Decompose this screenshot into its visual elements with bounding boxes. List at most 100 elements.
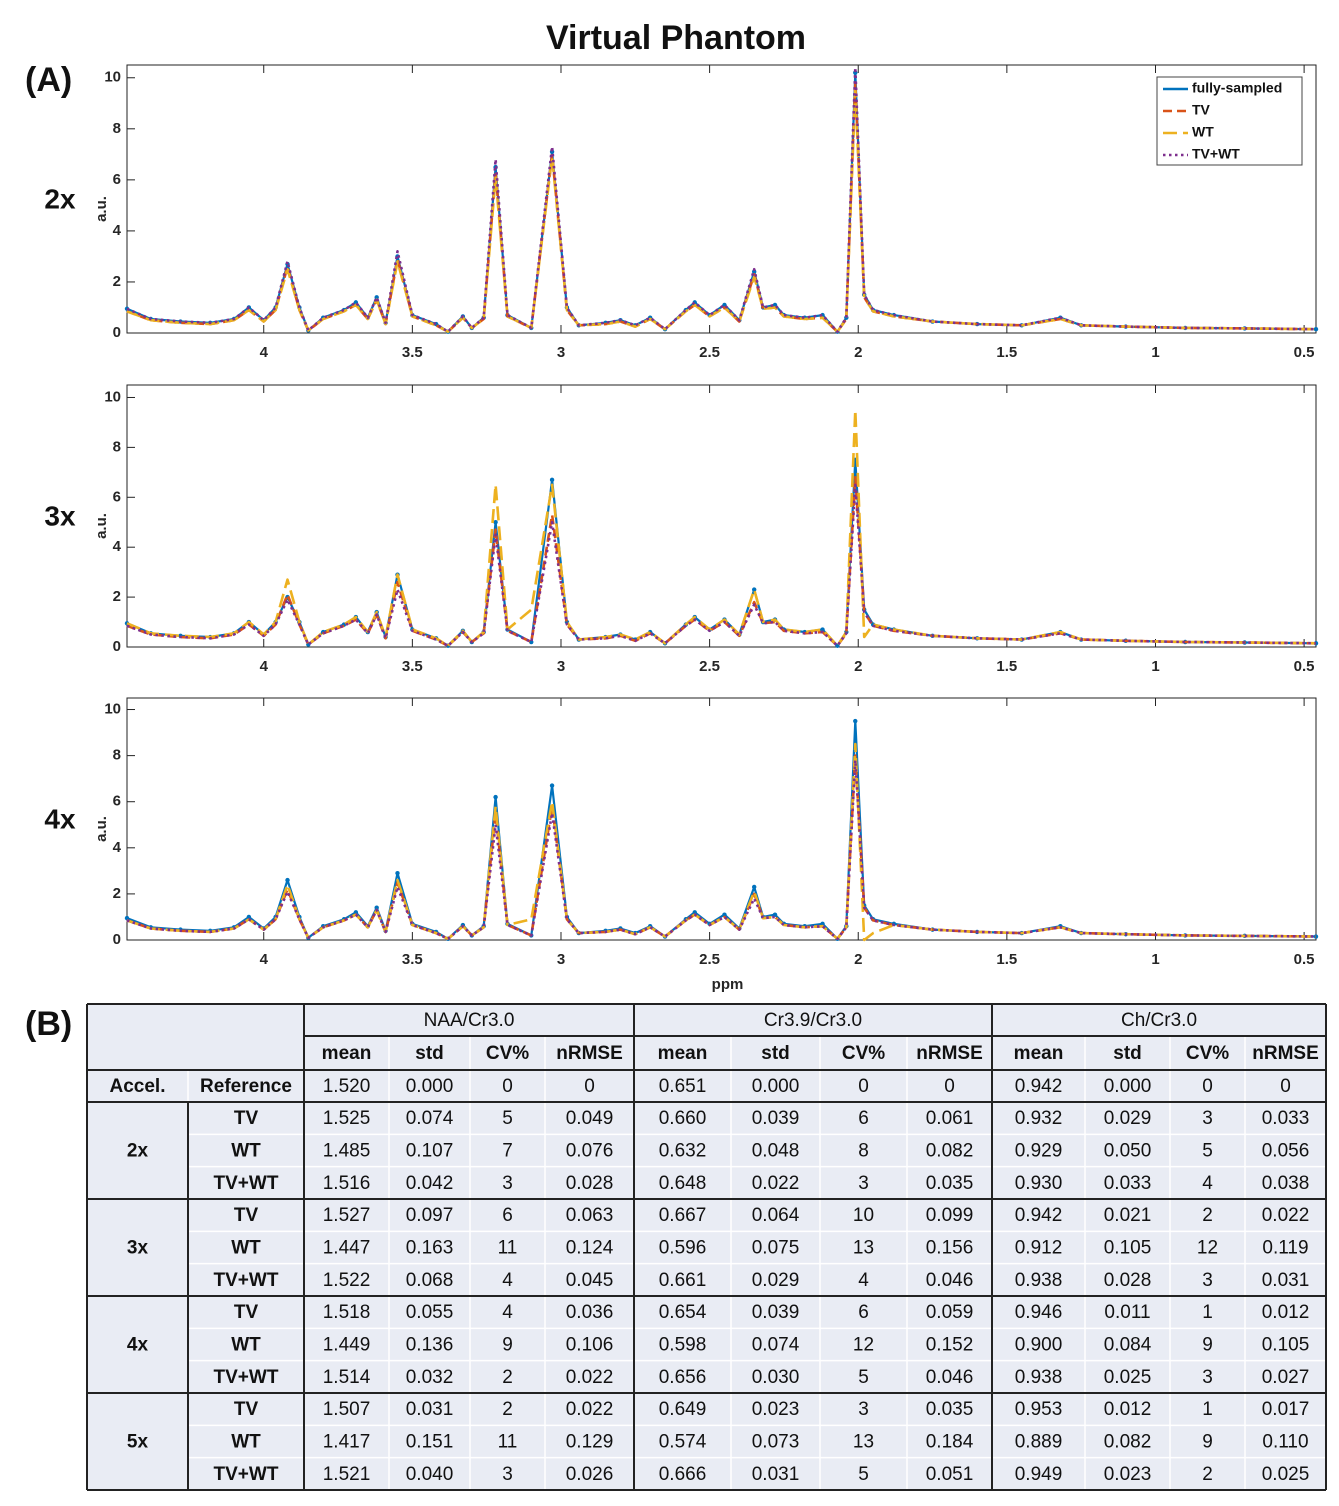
table-cell: 0.068 bbox=[406, 1270, 454, 1291]
table-cell: 0.038 bbox=[1262, 1173, 1310, 1194]
table-cell: 2 bbox=[502, 1399, 513, 1420]
table-cell: 3x bbox=[127, 1238, 149, 1259]
y-tick-label: 4 bbox=[113, 538, 122, 555]
point bbox=[493, 520, 498, 525]
table-cell: 1.447 bbox=[323, 1238, 371, 1259]
table-cell: 0.889 bbox=[1015, 1432, 1063, 1453]
x-tick-label: 4 bbox=[260, 951, 269, 968]
table-cell: 0.025 bbox=[1262, 1464, 1310, 1485]
table-cell: 1 bbox=[1202, 1399, 1213, 1420]
table-cell: 0.151 bbox=[406, 1432, 454, 1453]
point bbox=[353, 910, 359, 915]
table-cell: 0.073 bbox=[752, 1432, 800, 1453]
table-cell: 0.156 bbox=[926, 1238, 974, 1259]
table-cell: 0.046 bbox=[926, 1367, 974, 1388]
table-cell: 0 bbox=[584, 1076, 595, 1097]
table-cell: TV+WT bbox=[214, 1270, 279, 1291]
table-cell: 0.039 bbox=[752, 1302, 800, 1323]
table-cell: 9 bbox=[1202, 1335, 1213, 1356]
table-cell: 1 bbox=[1202, 1302, 1213, 1323]
table-cell: 0.082 bbox=[926, 1141, 974, 1162]
legend-label: WT bbox=[1192, 124, 1214, 140]
x-tick-label: 1.5 bbox=[996, 658, 1017, 675]
table-cell: 4 bbox=[502, 1270, 513, 1291]
table-cell: 1.521 bbox=[323, 1464, 371, 1485]
table-cell: CV% bbox=[1186, 1043, 1229, 1064]
y-tick-label: 8 bbox=[113, 747, 121, 764]
table-cell: 0.124 bbox=[566, 1238, 614, 1259]
table-cell: 0.050 bbox=[1104, 1141, 1152, 1162]
series-line bbox=[126, 483, 1317, 648]
table-cell: 0.648 bbox=[659, 1173, 707, 1194]
table-cell: 0.027 bbox=[1262, 1367, 1310, 1388]
table-cell: 0.110 bbox=[1262, 1432, 1308, 1453]
x-tick-label: 0.5 bbox=[1294, 658, 1315, 675]
table-cell: 0.022 bbox=[566, 1399, 614, 1420]
y-tick-label: 10 bbox=[104, 69, 121, 86]
table-cell: 0.953 bbox=[1015, 1399, 1063, 1420]
point bbox=[285, 877, 290, 883]
x-tick-label: 2.5 bbox=[699, 658, 720, 675]
table-cell: 0.022 bbox=[566, 1367, 614, 1388]
table-cell: 3 bbox=[502, 1173, 513, 1194]
table-cell: 0.912 bbox=[1015, 1238, 1063, 1259]
table-cell: 0.026 bbox=[566, 1464, 614, 1485]
x-tick-label: 3.5 bbox=[402, 658, 423, 675]
table-cell: 0.035 bbox=[926, 1399, 974, 1420]
table-cell: 2 bbox=[502, 1367, 513, 1388]
y-tick-label: 2 bbox=[113, 588, 121, 605]
table-cell: 0.105 bbox=[1262, 1335, 1310, 1356]
table-cell: TV+WT bbox=[214, 1173, 279, 1194]
legend-box bbox=[1156, 76, 1303, 166]
table-cell: WT bbox=[231, 1432, 261, 1453]
panel-label: (B) bbox=[25, 1005, 72, 1043]
table-cell: 0.136 bbox=[406, 1335, 454, 1356]
table-cell: 0.000 bbox=[406, 1076, 454, 1097]
table-cell: 0.942 bbox=[1015, 1076, 1063, 1097]
table-cell: 11 bbox=[498, 1432, 518, 1453]
table-cell: 0.105 bbox=[1104, 1238, 1152, 1259]
table-cell: 0.028 bbox=[566, 1173, 614, 1194]
y-tick-label: 2 bbox=[113, 273, 121, 290]
point bbox=[692, 910, 697, 915]
row-label: 2x bbox=[44, 183, 76, 214]
x-tick-label: 4 bbox=[260, 658, 269, 675]
table-cell: 0.059 bbox=[926, 1302, 974, 1323]
table-cell: 0.033 bbox=[1104, 1173, 1152, 1194]
table-cell: 0.119 bbox=[1262, 1238, 1308, 1259]
point bbox=[374, 905, 379, 910]
legend-label: TV+WT bbox=[1192, 146, 1240, 162]
point bbox=[1313, 934, 1319, 939]
table-cell: 0.029 bbox=[752, 1270, 800, 1291]
table-cell: 5 bbox=[1202, 1141, 1213, 1162]
table-cell: 1.520 bbox=[323, 1076, 371, 1097]
table-cell: 0.055 bbox=[406, 1302, 454, 1323]
table-cell: 0.051 bbox=[926, 1464, 974, 1485]
table-cell: 1.518 bbox=[323, 1302, 371, 1323]
legend-label: fully-sampled bbox=[1192, 80, 1282, 96]
x-tick-label: 3 bbox=[557, 658, 565, 675]
table-cell: 0.107 bbox=[406, 1141, 454, 1162]
figure-title: Virtual Phantom bbox=[546, 19, 806, 57]
table-cell: 0.667 bbox=[659, 1205, 707, 1226]
table-cell: 4x bbox=[127, 1335, 149, 1356]
x-tick-label: 3 bbox=[557, 344, 565, 361]
table-cell: 0.184 bbox=[926, 1432, 974, 1453]
table-cell: 0.017 bbox=[1262, 1399, 1310, 1420]
y-tick-label: 6 bbox=[113, 171, 121, 188]
table-cell: 6 bbox=[858, 1108, 869, 1129]
table-cell: 0.000 bbox=[752, 1076, 800, 1097]
y-axis-label: a.u. bbox=[93, 816, 110, 842]
series-line bbox=[126, 89, 1317, 333]
table-cell: 0.942 bbox=[1015, 1205, 1063, 1226]
table-cell: Cr3.9/Cr3.0 bbox=[764, 1010, 862, 1031]
table-cell: 0.932 bbox=[1015, 1108, 1063, 1129]
x-tick-label: 4 bbox=[260, 344, 269, 361]
table-cell: mean bbox=[322, 1043, 372, 1064]
x-tick-label: 3.5 bbox=[402, 344, 423, 361]
table-cell: 0.030 bbox=[752, 1367, 800, 1388]
table-cell: 0.163 bbox=[406, 1238, 454, 1259]
table-cell: 0 bbox=[944, 1076, 955, 1097]
x-tick-label: 2 bbox=[854, 344, 862, 361]
table-cell: 12 bbox=[1197, 1238, 1218, 1259]
